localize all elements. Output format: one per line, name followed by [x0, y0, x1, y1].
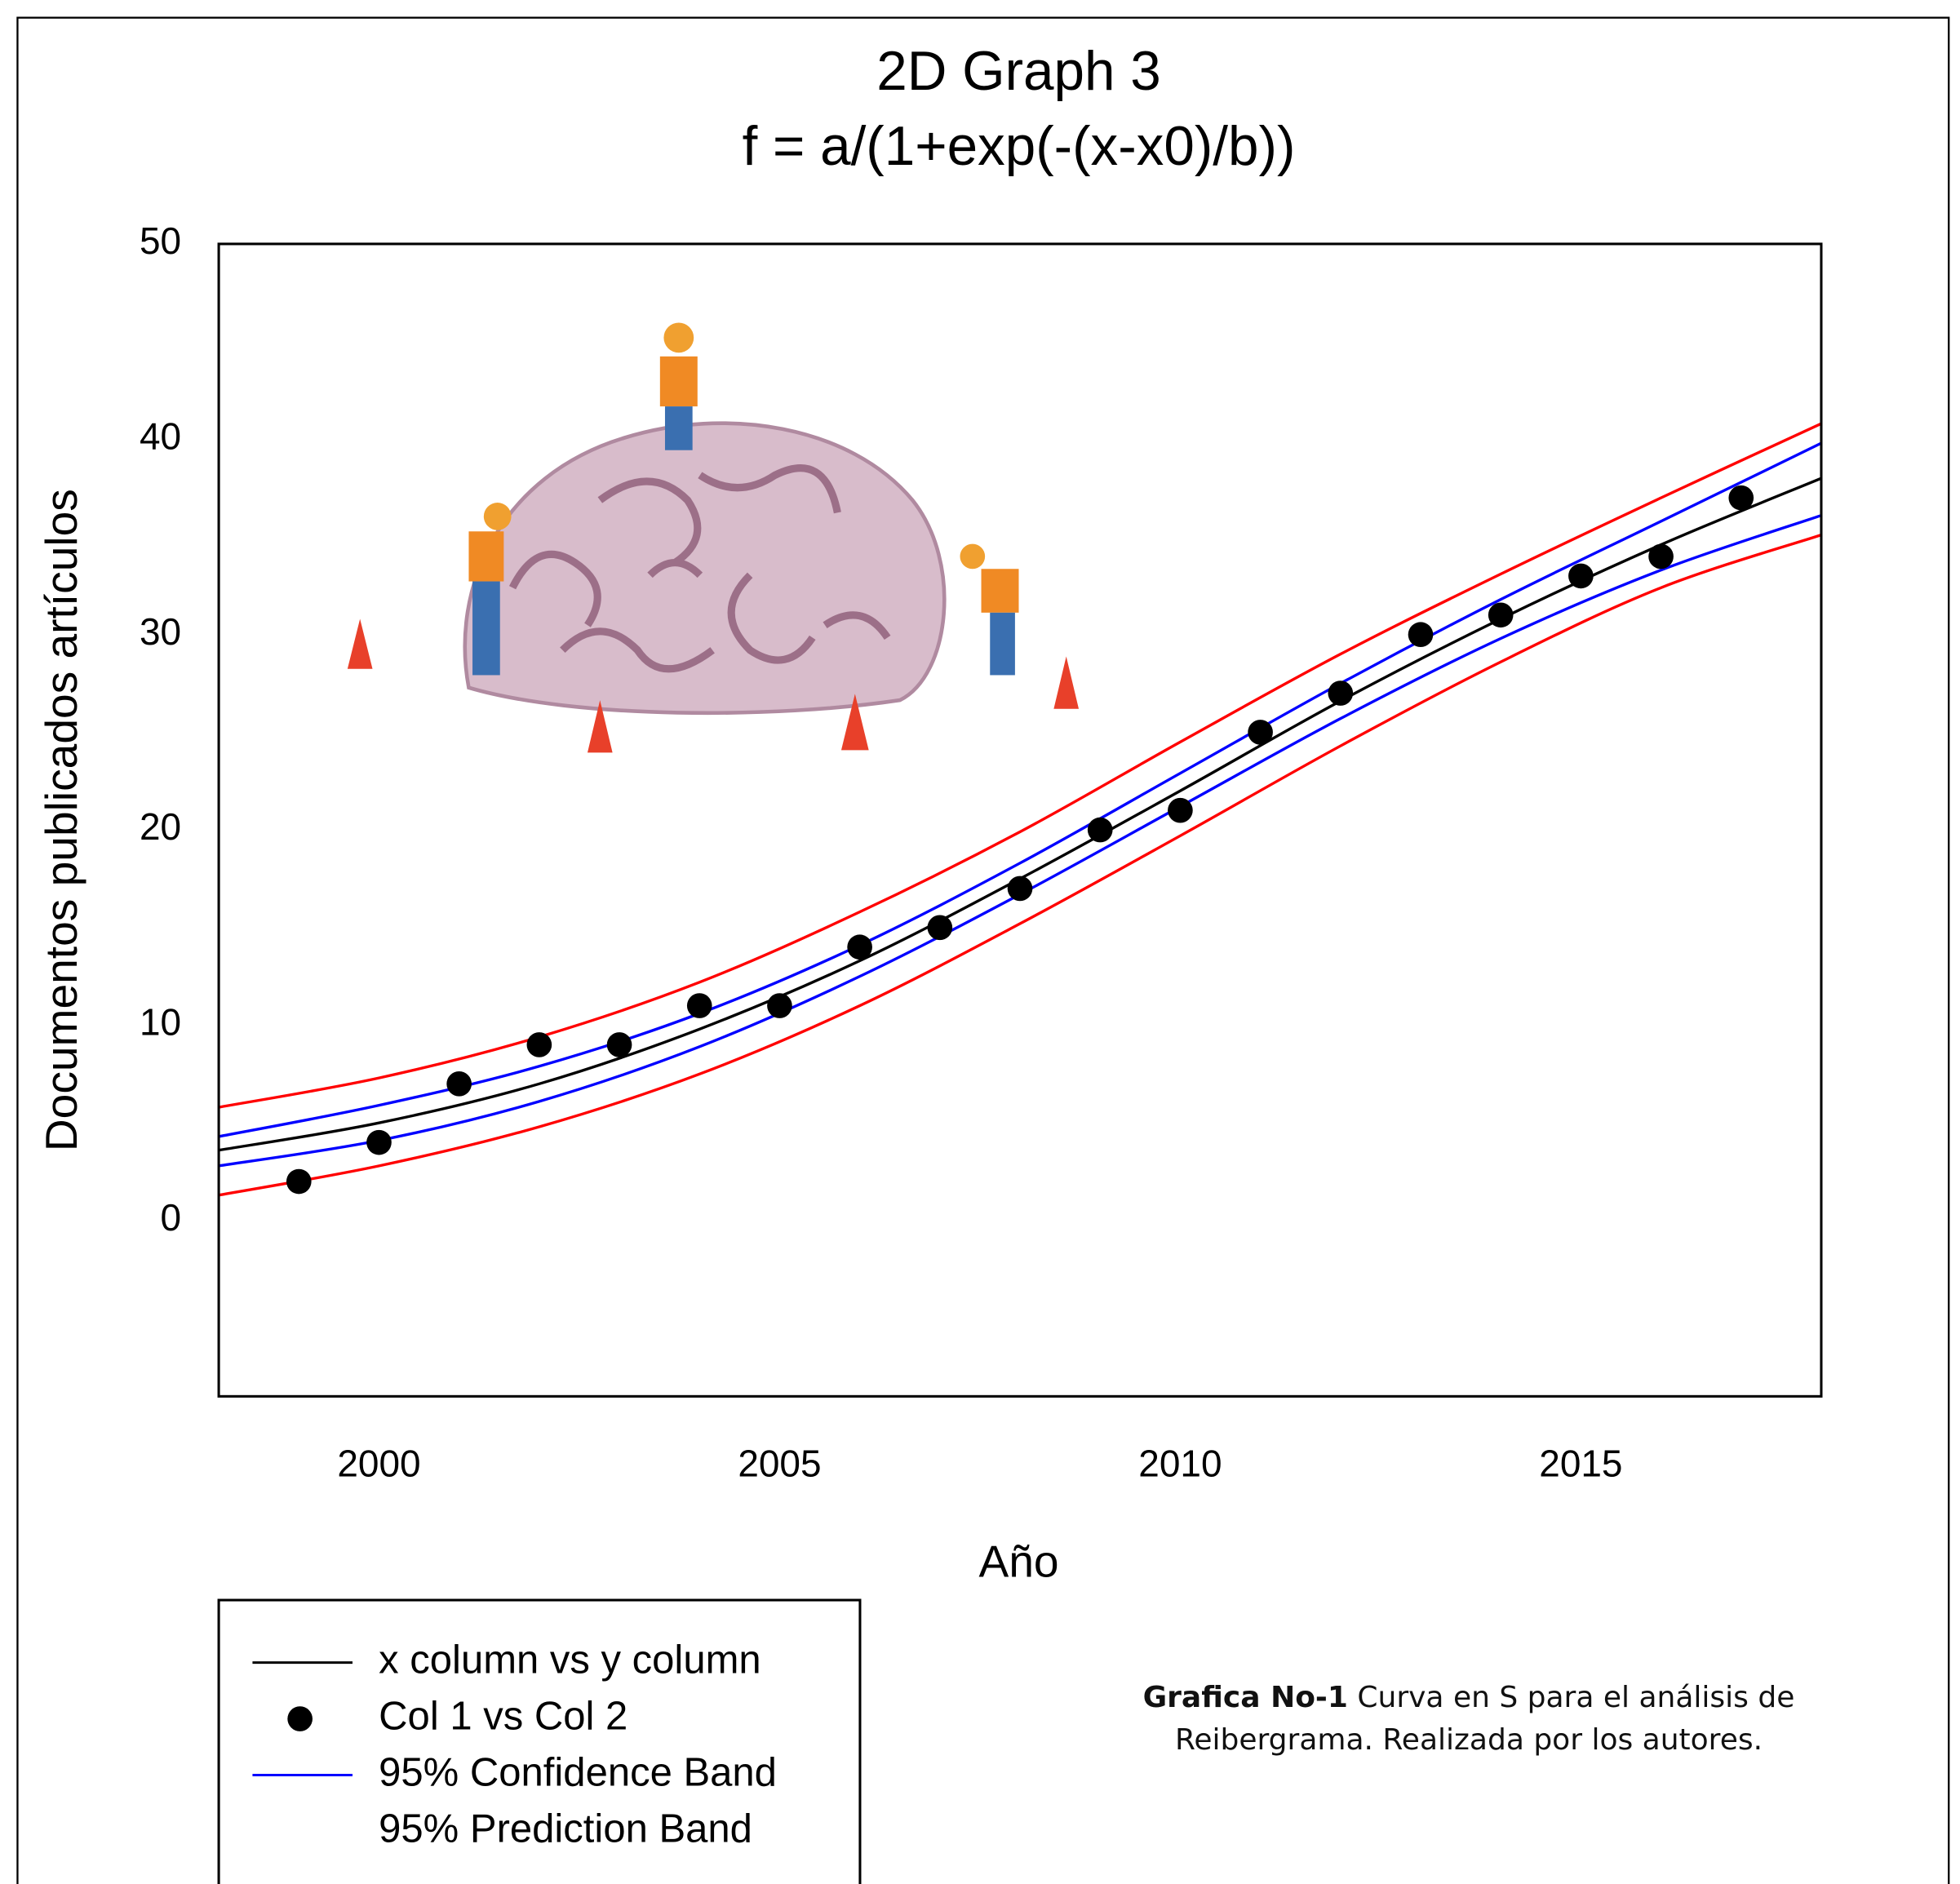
x-tick-label: 2000: [337, 1442, 420, 1484]
chart-subtitle: f = a/(1+exp(-(x-x0)/b)): [743, 116, 1296, 177]
legend-marker: [287, 1706, 313, 1731]
illustration: [348, 322, 1079, 752]
point: [1088, 818, 1113, 843]
point: [687, 993, 712, 1018]
point: [1648, 544, 1674, 570]
point: [1568, 564, 1594, 589]
frame: [17, 18, 1949, 1884]
chart-title: 2D Graph 3: [876, 41, 1160, 102]
x-tick-label: 2015: [1539, 1442, 1622, 1484]
x-axis-label: Año: [978, 1536, 1058, 1587]
y-tick-label: 10: [140, 1001, 181, 1044]
x-tick-label: 2005: [738, 1442, 821, 1484]
point: [607, 1032, 632, 1057]
point: [1488, 602, 1514, 627]
page: 2D Graph 3 f = a/(1+exp(-(x-x0)/b)) 2000…: [0, 0, 1960, 1884]
y-tick-label: 30: [140, 610, 181, 653]
curve: [219, 443, 1821, 1137]
x-tick-label: 2010: [1138, 1442, 1222, 1484]
caption-bold: Grafica No-1: [1143, 1681, 1348, 1714]
caption: Grafica No-1 Curva en S para el análisis…: [1061, 1677, 1877, 1762]
legend-label: x column vs y column: [379, 1638, 761, 1682]
point: [1248, 720, 1273, 745]
point: [1728, 485, 1754, 511]
point: [928, 915, 953, 940]
point: [767, 993, 792, 1018]
y-axis-label: Documentos publicados artículos: [36, 489, 86, 1151]
y-tick-label: 20: [140, 805, 181, 848]
point: [446, 1071, 472, 1097]
point: [1408, 622, 1434, 647]
curve: [219, 423, 1821, 1107]
y-tick-label: 40: [140, 414, 181, 457]
point: [1168, 798, 1193, 823]
legend-label: 95% Prediction Band: [379, 1806, 752, 1851]
point: [527, 1032, 552, 1057]
point: [847, 934, 872, 960]
legend-label: Col 1 vs Col 2: [379, 1695, 627, 1739]
curve: [219, 516, 1821, 1166]
point: [1328, 680, 1353, 706]
point: [286, 1169, 312, 1195]
legend-label: 95% Confidence Band: [379, 1750, 777, 1794]
point: [1008, 876, 1033, 902]
y-tick-label: 0: [161, 1196, 182, 1239]
plot-frame: [219, 244, 1821, 1396]
point: [366, 1130, 392, 1155]
y-tick-label: 50: [140, 219, 181, 262]
chart: 2D Graph 3 f = a/(1+exp(-(x-x0)/b)) 2000…: [0, 0, 1960, 1884]
